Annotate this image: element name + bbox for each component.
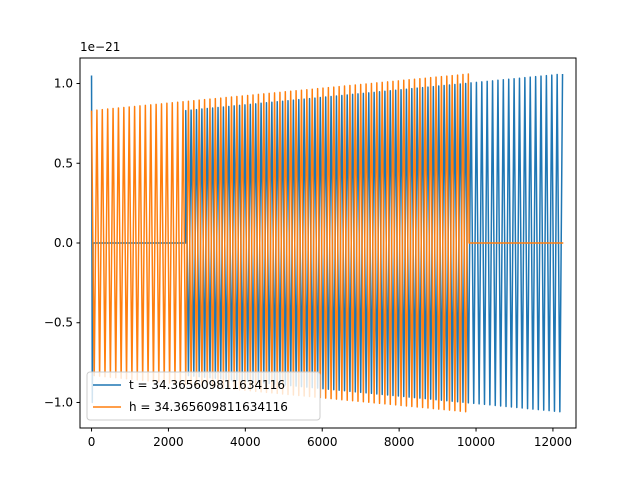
legend-label-h: h = 34.365609811634116 (129, 400, 288, 414)
y-offset-label: 1e−21 (80, 40, 120, 54)
x-tick-label: 0 (88, 435, 96, 449)
y-tick-label: −0.5 (44, 316, 73, 330)
x-axis-ticks: 0 2000 4000 6000 8000 10000 12000 (88, 428, 572, 449)
x-tick-label: 4000 (230, 435, 261, 449)
x-tick-label: 12000 (534, 435, 572, 449)
y-tick-label: −1.0 (44, 395, 73, 409)
y-axis-ticks: −1.0 −0.5 0.0 0.5 1.0 (44, 77, 80, 409)
x-tick-label: 2000 (153, 435, 184, 449)
y-tick-label: 1.0 (54, 77, 73, 91)
x-tick-label: 10000 (457, 435, 495, 449)
legend: t = 34.365609811634116 h = 34.3656098116… (86, 371, 321, 421)
x-tick-label: 8000 (384, 435, 415, 449)
y-tick-label: 0.0 (54, 236, 73, 250)
legend-label-t: t = 34.365609811634116 (129, 378, 285, 392)
legend-box (86, 371, 321, 421)
x-tick-label: 6000 (307, 435, 338, 449)
y-tick-label: 0.5 (54, 156, 73, 170)
